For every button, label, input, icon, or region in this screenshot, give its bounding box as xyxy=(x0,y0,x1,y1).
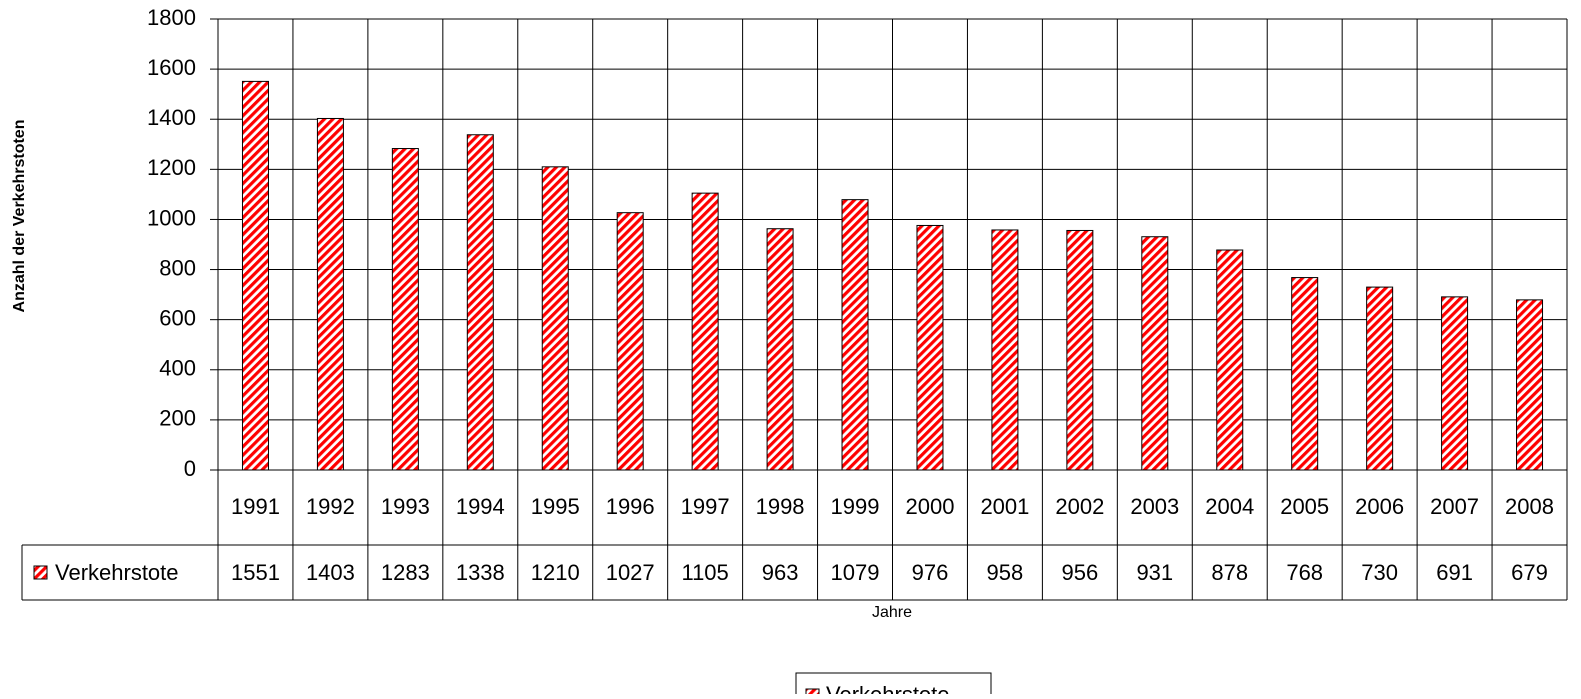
bar xyxy=(316,117,344,471)
table-value: 931 xyxy=(1136,560,1173,585)
x-tick-label: 2000 xyxy=(905,494,954,519)
x-tick-label: 1997 xyxy=(681,494,730,519)
y-tick-label: 200 xyxy=(159,406,196,431)
bar xyxy=(1516,299,1544,471)
x-tick-label: 2008 xyxy=(1505,494,1554,519)
legend-key xyxy=(805,688,820,699)
bar xyxy=(391,148,419,471)
x-axis-title: Jahre xyxy=(872,604,912,621)
table-value: 1403 xyxy=(306,560,355,585)
bar xyxy=(691,192,719,471)
x-tick-label: 2006 xyxy=(1355,494,1404,519)
x-tick-label: 1991 xyxy=(231,494,280,519)
x-tick-label: 1995 xyxy=(531,494,580,519)
y-tick-label: 600 xyxy=(159,305,196,330)
table-value: 768 xyxy=(1286,560,1323,585)
bar xyxy=(1066,229,1094,471)
x-tick-label: 2002 xyxy=(1055,494,1104,519)
table-value: 958 xyxy=(987,560,1024,585)
x-tick-label: 2005 xyxy=(1280,494,1329,519)
bar xyxy=(541,166,569,471)
table-value: 1079 xyxy=(831,560,880,585)
legend-key xyxy=(33,565,48,580)
bar xyxy=(766,228,794,471)
table-value: 1105 xyxy=(681,560,728,585)
table-value: 1551 xyxy=(231,560,280,585)
legend-label: Verkehrstote xyxy=(826,682,950,694)
x-tick-label: 1992 xyxy=(306,494,355,519)
y-tick-label: 0 xyxy=(184,456,196,481)
table-value: 1283 xyxy=(381,560,430,585)
x-tick-label: 2001 xyxy=(980,494,1029,519)
table-value: 730 xyxy=(1361,560,1398,585)
x-tick-label: 2007 xyxy=(1430,494,1479,519)
y-tick-label: 800 xyxy=(159,255,196,280)
x-tick-label: 2003 xyxy=(1130,494,1179,519)
bar xyxy=(1366,286,1394,471)
bar xyxy=(1141,236,1169,471)
table-value: 1210 xyxy=(531,560,580,585)
y-tick-label: 400 xyxy=(159,356,196,381)
bar xyxy=(466,134,494,471)
table-value: 691 xyxy=(1436,560,1473,585)
y-tick-label: 1000 xyxy=(147,205,196,230)
y-tick-label: 1800 xyxy=(147,5,196,30)
table-value: 956 xyxy=(1062,560,1099,585)
y-tick-label: 1200 xyxy=(147,155,196,180)
bar xyxy=(991,229,1019,471)
x-tick-label: 1993 xyxy=(381,494,430,519)
table-value: 963 xyxy=(762,560,799,585)
y-tick-label: 1600 xyxy=(147,55,196,80)
table-value: 1027 xyxy=(606,560,655,585)
y-tick-label: 1400 xyxy=(147,105,196,130)
table-value: 976 xyxy=(912,560,949,585)
table-value: 878 xyxy=(1211,560,1248,585)
x-tick-label: 1994 xyxy=(456,494,505,519)
x-tick-label: 2004 xyxy=(1205,494,1254,519)
bar xyxy=(1291,277,1319,471)
bar xyxy=(241,80,269,471)
table-series-name: Verkehrstote xyxy=(55,560,179,585)
x-tick-label: 1996 xyxy=(606,494,655,519)
bar xyxy=(1216,249,1244,471)
table-value: 1338 xyxy=(456,560,505,585)
bar xyxy=(841,199,869,471)
x-tick-label: 1998 xyxy=(756,494,805,519)
x-tick-label: 1999 xyxy=(831,494,880,519)
bar xyxy=(916,224,944,471)
table-value: 679 xyxy=(1511,560,1548,585)
bar xyxy=(616,212,644,471)
bar xyxy=(1441,296,1469,471)
y-axis-title: Anzahl der Verkehrstoten xyxy=(11,120,28,313)
